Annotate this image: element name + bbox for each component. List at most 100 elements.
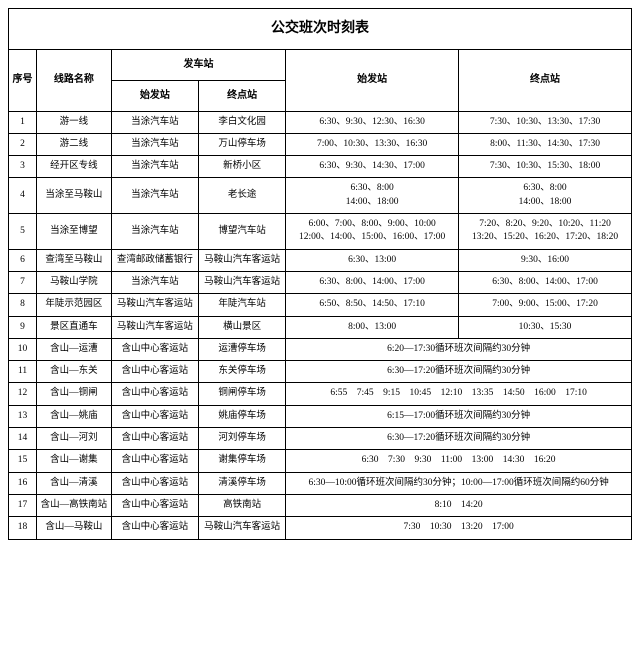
cell-dep-end: 谢集停车场 bbox=[199, 450, 286, 472]
cell-times-merged: 8:10 14:20 bbox=[286, 494, 632, 516]
cell-dep-end: 马鞍山汽车客运站 bbox=[199, 517, 286, 539]
cell-seq: 8 bbox=[9, 294, 37, 316]
header-time-end: 终点站 bbox=[459, 49, 632, 111]
cell-route: 含山—马鞍山 bbox=[37, 517, 112, 539]
table-row: 9景区直通车马鞍山汽车客运站横山景区8:00、13:0010:30、15:30 bbox=[9, 316, 632, 338]
table-row: 7马鞍山学院当涂汽车站马鞍山汽车客运站6:30、8:00、14:00、17:00… bbox=[9, 271, 632, 293]
cell-dep-end: 横山景区 bbox=[199, 316, 286, 338]
cell-seq: 3 bbox=[9, 156, 37, 178]
header-dep-end: 终点站 bbox=[199, 80, 286, 111]
cell-dep-start: 含山中心客运站 bbox=[111, 450, 198, 472]
cell-seq: 2 bbox=[9, 133, 37, 155]
cell-seq: 7 bbox=[9, 271, 37, 293]
cell-dep-start: 当涂汽车站 bbox=[111, 111, 198, 133]
table-title: 公交班次时刻表 bbox=[9, 9, 632, 50]
cell-dep-start: 含山中心客运站 bbox=[111, 361, 198, 383]
cell-dep-end: 万山停车场 bbox=[199, 133, 286, 155]
cell-dep-end: 姚庙停车场 bbox=[199, 405, 286, 427]
table-row: 13含山—姚庙含山中心客运站姚庙停车场6:15—17:00循环班次间隔约30分钟 bbox=[9, 405, 632, 427]
cell-times-start: 6:30、8:00、14:00、17:00 bbox=[286, 271, 459, 293]
cell-route: 查湾至马鞍山 bbox=[37, 249, 112, 271]
cell-seq: 10 bbox=[9, 338, 37, 360]
table-row: 5当涂至博望当涂汽车站博望汽车站6:00、7:00、8:00、9:00、10:0… bbox=[9, 214, 632, 250]
cell-times-end: 6:30、8:00 14:00、18:00 bbox=[459, 178, 632, 214]
cell-dep-start: 当涂汽车站 bbox=[111, 178, 198, 214]
cell-times-end: 7:20、8:20、9:20、10:20、11:20 13:20、15:20、1… bbox=[459, 214, 632, 250]
cell-dep-end: 李白文化园 bbox=[199, 111, 286, 133]
table-row: 14含山—河刘含山中心客运站河刘停车场6:30—17:20循环班次间隔约30分钟 bbox=[9, 428, 632, 450]
cell-route: 含山—河刘 bbox=[37, 428, 112, 450]
cell-route: 含山—高铁南站 bbox=[37, 494, 112, 516]
cell-seq: 17 bbox=[9, 494, 37, 516]
cell-dep-end: 河刘停车场 bbox=[199, 428, 286, 450]
cell-times-merged: 7:30 10:30 13:20 17:00 bbox=[286, 517, 632, 539]
cell-dep-end: 高铁南站 bbox=[199, 494, 286, 516]
cell-dep-start: 含山中心客运站 bbox=[111, 517, 198, 539]
cell-times-start: 6:30、13:00 bbox=[286, 249, 459, 271]
cell-times-start: 6:30、9:30、12:30、16:30 bbox=[286, 111, 459, 133]
cell-seq: 11 bbox=[9, 361, 37, 383]
cell-times-end: 10:30、15:30 bbox=[459, 316, 632, 338]
cell-seq: 4 bbox=[9, 178, 37, 214]
cell-times-merged: 6:30—10:00循环班次间隔约30分钟；10:00—17:00循环班次间隔约… bbox=[286, 472, 632, 494]
cell-dep-end: 博望汽车站 bbox=[199, 214, 286, 250]
cell-times-start: 6:30、9:30、14:30、17:00 bbox=[286, 156, 459, 178]
cell-dep-start: 含山中心客运站 bbox=[111, 494, 198, 516]
cell-times-merged: 6:30 7:30 9:30 11:00 13:00 14:30 16:20 bbox=[286, 450, 632, 472]
cell-times-end: 6:30、8:00、14:00、17:00 bbox=[459, 271, 632, 293]
cell-seq: 1 bbox=[9, 111, 37, 133]
cell-dep-end: 清溪停车场 bbox=[199, 472, 286, 494]
table-row: 8年陡示范园区马鞍山汽车客运站年陡汽车站6:50、8:50、14:50、17:1… bbox=[9, 294, 632, 316]
cell-route: 年陡示范园区 bbox=[37, 294, 112, 316]
cell-dep-end: 运漕停车场 bbox=[199, 338, 286, 360]
cell-route: 含山—姚庙 bbox=[37, 405, 112, 427]
cell-route: 游二线 bbox=[37, 133, 112, 155]
table-row: 4当涂至马鞍山当涂汽车站老长途6:30、8:00 14:00、18:006:30… bbox=[9, 178, 632, 214]
cell-seq: 13 bbox=[9, 405, 37, 427]
cell-seq: 18 bbox=[9, 517, 37, 539]
table-row: 3经开区专线当涂汽车站新桥小区6:30、9:30、14:30、17:007:30… bbox=[9, 156, 632, 178]
cell-times-merged: 6:30—17:20循环班次间隔约30分钟 bbox=[286, 361, 632, 383]
table-row: 6查湾至马鞍山查湾邮政储蓄银行马鞍山汽车客运站6:30、13:009:30、16… bbox=[9, 249, 632, 271]
cell-times-end: 7:30、10:30、13:30、17:30 bbox=[459, 111, 632, 133]
cell-times-start: 6:30、8:00 14:00、18:00 bbox=[286, 178, 459, 214]
cell-dep-start: 当涂汽车站 bbox=[111, 133, 198, 155]
table-row: 15含山—谢集含山中心客运站谢集停车场6:30 7:30 9:30 11:00 … bbox=[9, 450, 632, 472]
cell-dep-start: 马鞍山汽车客运站 bbox=[111, 294, 198, 316]
header-dep-start: 始发站 bbox=[111, 80, 198, 111]
cell-route: 含山—清溪 bbox=[37, 472, 112, 494]
table-row: 12含山—铜闸含山中心客运站铜闸停车场6:55 7:45 9:15 10:45 … bbox=[9, 383, 632, 405]
cell-dep-end: 马鞍山汽车客运站 bbox=[199, 271, 286, 293]
cell-times-end: 7:00、9:00、15:00、17:20 bbox=[459, 294, 632, 316]
cell-dep-start: 含山中心客运站 bbox=[111, 383, 198, 405]
cell-times-merged: 6:15—17:00循环班次间隔约30分钟 bbox=[286, 405, 632, 427]
cell-seq: 16 bbox=[9, 472, 37, 494]
cell-dep-end: 马鞍山汽车客运站 bbox=[199, 249, 286, 271]
table-row: 18含山—马鞍山含山中心客运站马鞍山汽车客运站7:30 10:30 13:20 … bbox=[9, 517, 632, 539]
cell-dep-start: 当涂汽车站 bbox=[111, 156, 198, 178]
cell-times-start: 6:00、7:00、8:00、9:00、10:00 12:00、14:00、15… bbox=[286, 214, 459, 250]
table-row: 2游二线当涂汽车站万山停车场7:00、10:30、13:30、16:308:00… bbox=[9, 133, 632, 155]
table-body: 1游一线当涂汽车站李白文化园6:30、9:30、12:30、16:307:30、… bbox=[9, 111, 632, 539]
cell-seq: 9 bbox=[9, 316, 37, 338]
table-row: 10含山—运漕含山中心客运站运漕停车场6:20—17:30循环班次间隔约30分钟 bbox=[9, 338, 632, 360]
cell-times-end: 7:30、10:30、15:30、18:00 bbox=[459, 156, 632, 178]
table-row: 11含山—东关含山中心客运站东关停车场6:30—17:20循环班次间隔约30分钟 bbox=[9, 361, 632, 383]
cell-route: 马鞍山学院 bbox=[37, 271, 112, 293]
cell-seq: 12 bbox=[9, 383, 37, 405]
cell-dep-start: 当涂汽车站 bbox=[111, 271, 198, 293]
cell-dep-start: 含山中心客运站 bbox=[111, 338, 198, 360]
cell-times-start: 8:00、13:00 bbox=[286, 316, 459, 338]
cell-dep-start: 马鞍山汽车客运站 bbox=[111, 316, 198, 338]
cell-seq: 6 bbox=[9, 249, 37, 271]
cell-route: 含山—谢集 bbox=[37, 450, 112, 472]
cell-dep-end: 老长途 bbox=[199, 178, 286, 214]
cell-route: 景区直通车 bbox=[37, 316, 112, 338]
cell-times-end: 8:00、11:30、14:30、17:30 bbox=[459, 133, 632, 155]
cell-dep-start: 含山中心客运站 bbox=[111, 428, 198, 450]
cell-times-start: 7:00、10:30、13:30、16:30 bbox=[286, 133, 459, 155]
cell-dep-end: 铜闸停车场 bbox=[199, 383, 286, 405]
header-time-start: 始发站 bbox=[286, 49, 459, 111]
cell-dep-end: 年陡汽车站 bbox=[199, 294, 286, 316]
table-row: 1游一线当涂汽车站李白文化园6:30、9:30、12:30、16:307:30、… bbox=[9, 111, 632, 133]
